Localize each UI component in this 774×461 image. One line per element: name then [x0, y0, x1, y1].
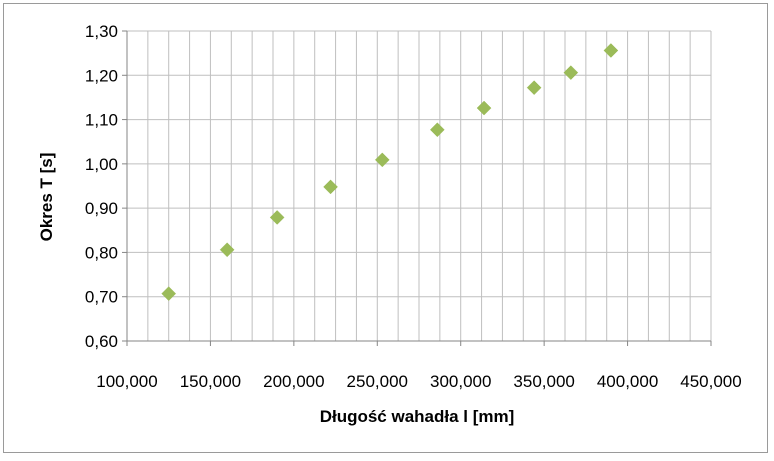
y-tick-labels: 0,60 0,70 0,80 0,90 1,00 1,10 1,20 1,30 — [85, 22, 118, 351]
y-tick-label: 1,30 — [85, 22, 118, 41]
x-tick-label: 400,000 — [597, 372, 658, 391]
x-tick-labels: 100,000 150,000 200,000 250,000 300,000 350,0… — [96, 372, 741, 391]
y-tick-label: 1,20 — [85, 66, 118, 85]
x-tick-label: 300,000 — [430, 372, 491, 391]
x-tick-label: 100,000 — [96, 372, 157, 391]
axes — [122, 30, 712, 346]
data-point — [374, 152, 390, 168]
data-point — [323, 179, 338, 195]
x-tick-label: 450,000 — [680, 372, 741, 391]
x-tick-label: 150,000 — [180, 372, 241, 391]
x-tick-label: 350,000 — [513, 372, 574, 391]
y-tick-label: 0,70 — [85, 288, 118, 307]
y-tick-label: 0,80 — [85, 243, 118, 262]
data-point — [219, 242, 235, 258]
data-point — [603, 43, 619, 58]
scatter-chart: 0,60 0,70 0,80 0,90 1,00 1,10 1,20 1,30 100,000… — [37, 22, 742, 426]
y-tick-label: 1,00 — [85, 155, 118, 174]
y-tick-label: 1,10 — [85, 111, 118, 130]
data-point — [430, 122, 445, 138]
data-point — [161, 286, 177, 301]
data-point — [526, 80, 542, 96]
x-tick-label: 200,000 — [263, 372, 324, 391]
grid — [126, 30, 712, 342]
y-tick-label: 0,90 — [85, 199, 118, 218]
x-tick-label: 250,000 — [347, 372, 408, 391]
x-axis-title: Długość wahadła l [mm] — [320, 407, 515, 426]
chart-frame: 0,60 0,70 0,80 0,90 1,00 1,10 1,20 1,30 100,000… — [3, 3, 768, 453]
data-points — [161, 43, 619, 301]
data-point — [563, 65, 579, 80]
data-point — [269, 210, 285, 225]
y-tick-label: 0,60 — [85, 332, 118, 351]
data-point — [476, 100, 492, 116]
y-axis-title: Okres T [s] — [37, 153, 56, 242]
